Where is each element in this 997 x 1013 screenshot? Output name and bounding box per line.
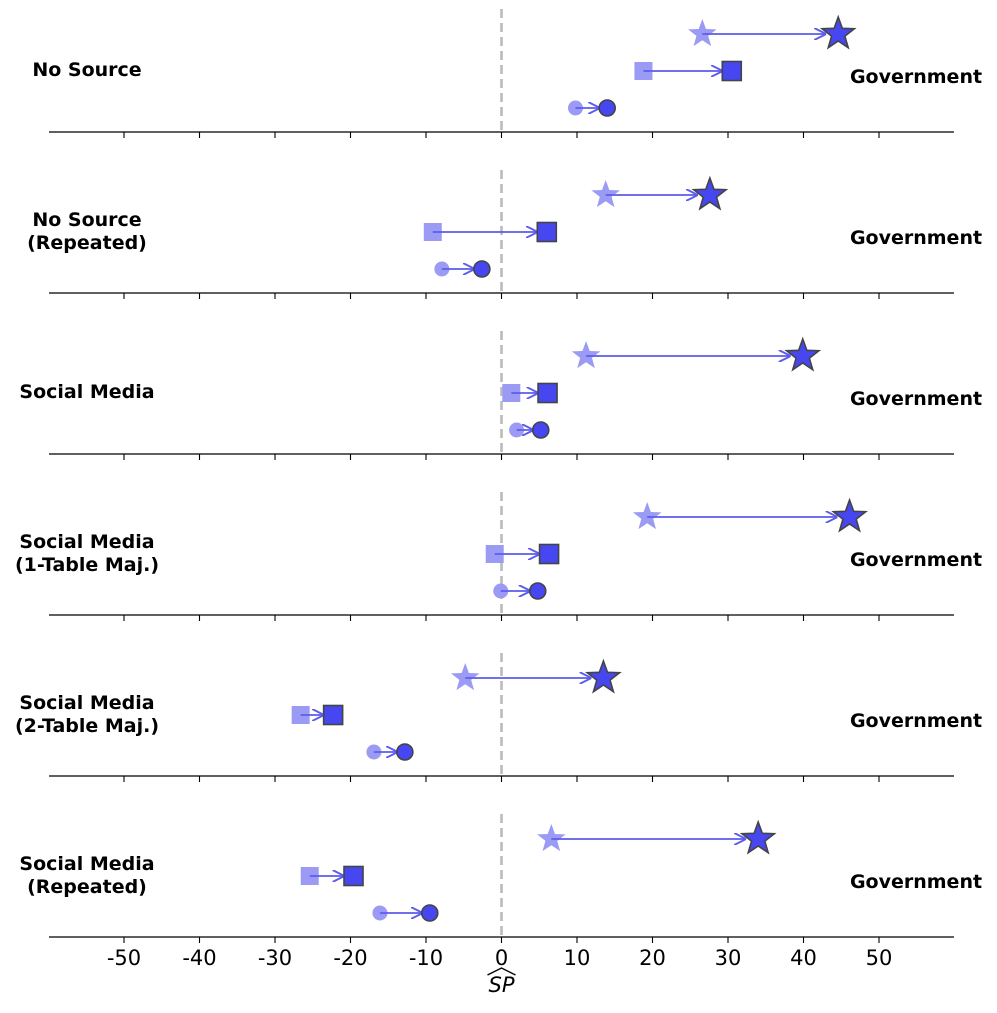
x-tick-label: 40 bbox=[790, 946, 817, 970]
panel-right-label: Government bbox=[850, 549, 982, 571]
square-after-point bbox=[343, 865, 364, 887]
star-after-point bbox=[784, 336, 822, 372]
star-after-point bbox=[831, 497, 868, 533]
panel-1: No Source Government bbox=[32, 9, 982, 138]
panel-4: Social Media(1-Table Maj.) Government bbox=[15, 492, 982, 621]
circle-after-point bbox=[531, 421, 550, 439]
series-square bbox=[634, 60, 743, 82]
star-after-point bbox=[691, 175, 729, 211]
series-square bbox=[300, 865, 364, 887]
x-tick-label: 30 bbox=[715, 946, 742, 970]
panel-right-label: Government bbox=[850, 871, 982, 893]
panel-left-label: Social Media bbox=[19, 531, 154, 553]
panel-5: Social Media(2-Table Maj.) Government bbox=[15, 653, 982, 782]
panel-left-label: (1-Table Maj.) bbox=[15, 554, 159, 576]
square-after-point bbox=[721, 60, 743, 82]
square-after-point bbox=[537, 382, 558, 404]
panel-6: Social Media(Repeated) Government bbox=[19, 814, 982, 943]
series-circle bbox=[434, 260, 491, 278]
series-star bbox=[450, 658, 622, 694]
panel-right-label: Government bbox=[850, 227, 982, 249]
panel-right-label: Government bbox=[850, 710, 982, 732]
series-star bbox=[571, 336, 822, 372]
star-before-point bbox=[537, 824, 566, 852]
star-before-point bbox=[632, 502, 662, 530]
star-after-point bbox=[585, 658, 622, 694]
series-star bbox=[688, 14, 857, 50]
panel-left-label: Social Media bbox=[19, 381, 154, 403]
x-tick-label: -50 bbox=[107, 946, 141, 970]
panel-2: No Source(Repeated) Government bbox=[27, 170, 982, 299]
series-circle bbox=[366, 743, 414, 761]
series-circle bbox=[567, 99, 617, 117]
x-tick-label: -20 bbox=[333, 946, 367, 970]
panel-left-label: Social Media bbox=[19, 692, 154, 714]
circle-after-point bbox=[528, 582, 547, 600]
panel-left-label: (Repeated) bbox=[27, 232, 147, 254]
x-tick-label: 20 bbox=[639, 946, 666, 970]
series-star bbox=[591, 175, 729, 211]
circle-after-point bbox=[473, 260, 491, 278]
panel-left-label: No Source bbox=[32, 209, 141, 231]
square-after-point bbox=[538, 543, 560, 565]
star-before-point bbox=[571, 341, 601, 369]
x-axis-label-hat bbox=[487, 967, 516, 976]
square-after-point bbox=[536, 221, 558, 243]
series-star bbox=[537, 819, 777, 855]
panel-right-label: Government bbox=[850, 388, 982, 410]
x-tick-label: -10 bbox=[409, 946, 443, 970]
series-square bbox=[423, 221, 558, 243]
x-axis-label: SP bbox=[489, 973, 515, 997]
panel-left-label: No Source bbox=[32, 59, 141, 81]
star-before-point bbox=[591, 180, 620, 208]
x-tick-label: 50 bbox=[866, 946, 893, 970]
star-before-point bbox=[450, 663, 480, 691]
circle-after-point bbox=[420, 904, 439, 922]
panel-left-label: (2-Table Maj.) bbox=[15, 715, 159, 737]
series-square bbox=[502, 382, 558, 404]
panel-3: Social Media Government bbox=[19, 331, 982, 460]
square-after-point bbox=[322, 704, 344, 726]
star-before-point bbox=[688, 19, 717, 47]
series-circle bbox=[493, 582, 547, 600]
circle-after-point bbox=[598, 99, 617, 117]
star-after-point bbox=[739, 819, 777, 855]
panel-right-label: Government bbox=[850, 66, 982, 88]
x-tick-label: 0 bbox=[495, 946, 508, 970]
series-star bbox=[632, 497, 868, 533]
x-tick-label: -40 bbox=[182, 946, 216, 970]
panel-left-label: (Repeated) bbox=[27, 876, 147, 898]
x-tick-label: 10 bbox=[564, 946, 591, 970]
series-circle bbox=[372, 904, 439, 922]
series-square bbox=[291, 704, 344, 726]
star-after-point bbox=[819, 14, 857, 50]
x-tick-label: -30 bbox=[258, 946, 292, 970]
series-circle bbox=[509, 421, 550, 439]
circle-after-point bbox=[396, 743, 414, 761]
panel-left-label: Social Media bbox=[19, 853, 154, 875]
series-square bbox=[485, 543, 560, 565]
